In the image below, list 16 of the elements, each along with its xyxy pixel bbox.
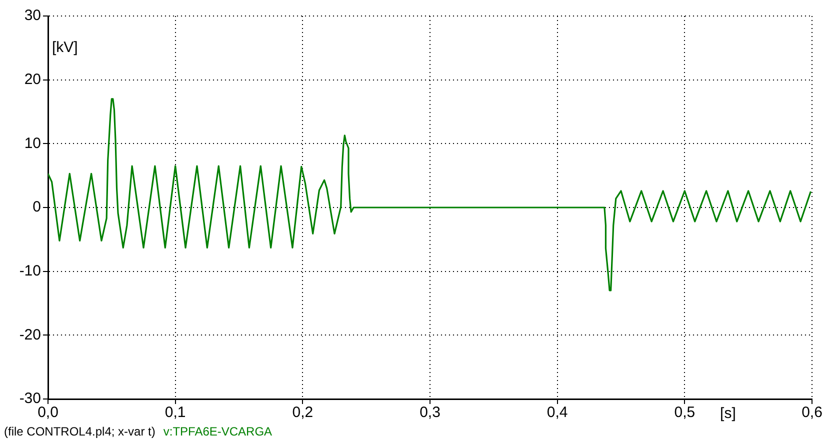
x-tick-label: 0,6 <box>802 404 822 422</box>
y-tick-label: -20 <box>19 326 41 344</box>
y-tick-label: 10 <box>24 134 41 152</box>
y-tick-label: 30 <box>24 7 41 24</box>
y-tick-label: -10 <box>19 262 41 280</box>
x-axis-title: [s] <box>720 405 736 422</box>
x-tick-label: 0,2 <box>292 404 314 422</box>
text: (file CONTROL4.pl4; x-var t) <box>4 424 156 438</box>
y-tick-label: 20 <box>24 70 41 88</box>
text: v:TPFA6E-VCARGA <box>163 424 272 438</box>
x-tick-label: 0,1 <box>164 404 186 422</box>
y-axis-title: [kV] <box>52 39 78 56</box>
x-tick-label: 0,5 <box>674 404 696 422</box>
x-tick-label: 0,3 <box>420 404 440 422</box>
y-tick-label: 0 <box>32 198 41 216</box>
x-tick-label: 0,4 <box>546 404 568 422</box>
